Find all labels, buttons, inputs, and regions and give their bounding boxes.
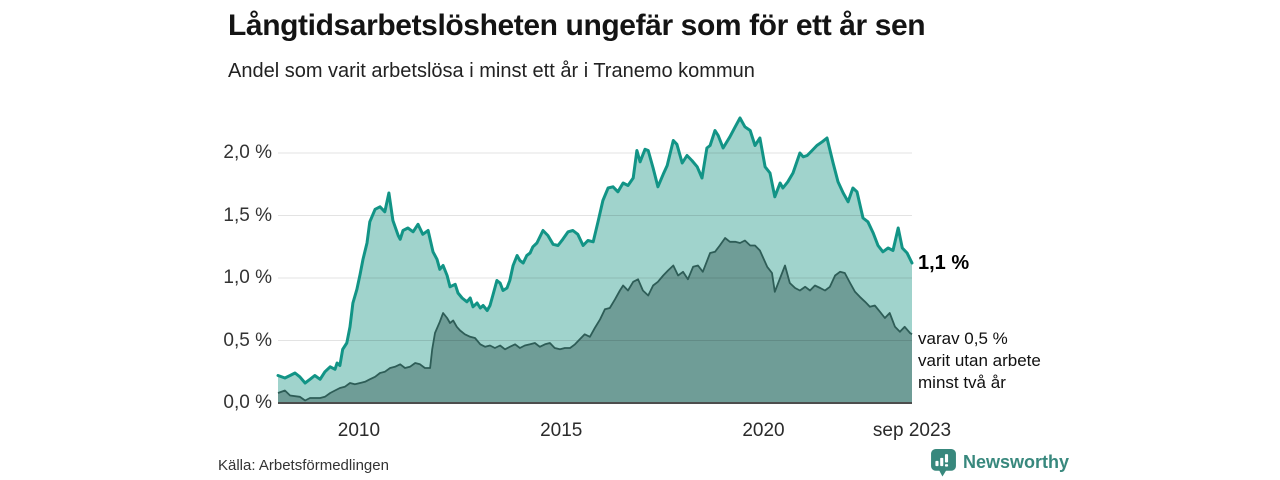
chart-subtitle: Andel som varit arbetslösa i minst ett å… <box>228 60 755 82</box>
x-tick-label: 2020 <box>742 420 785 441</box>
subseries-annotation-line1: varav 0,5 % <box>918 329 1008 348</box>
y-tick-label: 1,5 % <box>223 204 272 226</box>
subseries-annotation-line3: minst två år <box>918 373 1006 392</box>
area-fills <box>278 118 912 403</box>
chart-title: Långtidsarbetslösheten ungefär som för e… <box>228 9 926 42</box>
gridlines <box>278 152 912 404</box>
line-1yr <box>276 116 914 385</box>
y-tick-label: 0,5 % <box>223 329 272 351</box>
line-2yr <box>277 237 913 402</box>
x-tick-label: 2010 <box>337 420 381 441</box>
y-tick-label: 0,0 % <box>223 392 272 413</box>
y-tick-label: 1,0 % <box>223 267 272 288</box>
source-label: Källa: Arbetsförmedlingen <box>218 457 389 474</box>
end-value-label: 1,1 % <box>918 252 970 274</box>
subseries-annotation-line2: varit utan arbete <box>918 351 1041 370</box>
x-tick-label: 2015 <box>540 420 583 441</box>
y-tick-label: 2,0 % <box>223 142 272 163</box>
brand-name: Newsworthy <box>963 451 1070 472</box>
newsworthy-logo[interactable]: Newsworthy <box>931 449 1069 477</box>
newsworthy-icon <box>931 449 956 477</box>
x-tick-label: sep 2023 <box>872 420 952 441</box>
area-2yr <box>278 238 912 403</box>
subseries-annotation: varav 0,5 % varit utan arbete minst två … <box>918 328 1041 394</box>
series-lines <box>276 116 914 402</box>
